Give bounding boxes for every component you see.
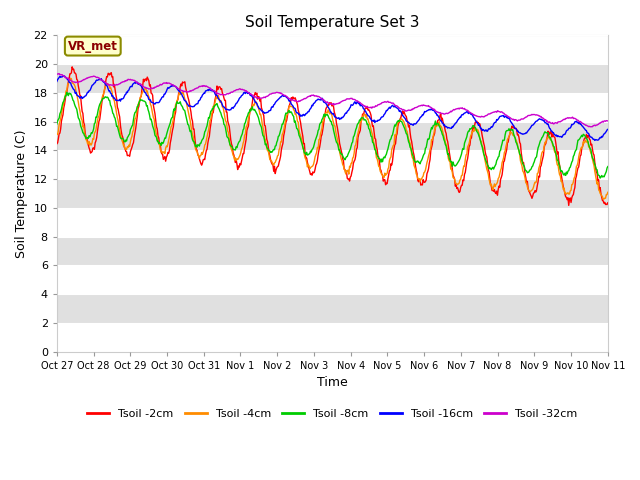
Line: Tsoil -32cm: Tsoil -32cm — [57, 73, 608, 127]
Bar — [57, 36, 608, 64]
Tsoil -32cm — [120, 79, 128, 84]
Tsoil -8cm — [177, 99, 184, 105]
Bar — [57, 208, 608, 237]
Tsoil -8cm — [400, 124, 408, 130]
Tsoil -32cm — [604, 118, 612, 124]
Tsoil -2cm — [177, 84, 184, 90]
Tsoil -8cm — [205, 115, 213, 121]
Tsoil -16cm — [205, 86, 213, 92]
Line: Tsoil -2cm: Tsoil -2cm — [57, 67, 608, 205]
Tsoil -2cm — [68, 64, 76, 70]
Tsoil -16cm — [53, 79, 61, 84]
Tsoil -2cm — [120, 144, 128, 150]
Tsoil -32cm — [416, 103, 424, 109]
Tsoil -16cm — [400, 114, 408, 120]
Tsoil -4cm — [416, 179, 424, 184]
Title: Soil Temperature Set 3: Soil Temperature Set 3 — [245, 15, 420, 30]
Bar — [57, 179, 608, 208]
Tsoil -4cm — [177, 92, 184, 97]
Y-axis label: Soil Temperature (C): Soil Temperature (C) — [15, 129, 28, 258]
Tsoil -4cm — [600, 196, 607, 202]
Tsoil -32cm — [177, 87, 184, 93]
Tsoil -2cm — [205, 133, 213, 139]
Tsoil -32cm — [205, 85, 213, 91]
Line: Tsoil -4cm: Tsoil -4cm — [57, 78, 608, 199]
Bar — [57, 323, 608, 351]
Tsoil -2cm — [565, 203, 573, 208]
Tsoil -32cm — [55, 71, 63, 76]
X-axis label: Time: Time — [317, 376, 348, 389]
Tsoil -8cm — [120, 139, 128, 144]
Tsoil -4cm — [67, 75, 74, 81]
Tsoil -2cm — [604, 200, 612, 205]
Tsoil -2cm — [416, 178, 424, 183]
Tsoil -4cm — [53, 132, 61, 137]
Tsoil -32cm — [64, 76, 72, 82]
Tsoil -4cm — [205, 122, 213, 128]
Bar — [57, 121, 608, 150]
Tsoil -16cm — [604, 127, 612, 132]
Tsoil -16cm — [416, 115, 424, 120]
Tsoil -8cm — [604, 164, 612, 169]
Tsoil -8cm — [416, 161, 424, 167]
Tsoil -4cm — [120, 142, 128, 148]
Line: Tsoil -8cm: Tsoil -8cm — [57, 93, 608, 178]
Tsoil -16cm — [177, 89, 184, 95]
Bar — [57, 93, 608, 121]
Tsoil -8cm — [64, 91, 72, 96]
Line: Tsoil -16cm: Tsoil -16cm — [57, 76, 608, 141]
Tsoil -16cm — [61, 73, 68, 79]
Bar — [57, 265, 608, 294]
Tsoil -4cm — [604, 190, 612, 195]
Bar — [57, 150, 608, 179]
Tsoil -2cm — [400, 108, 408, 114]
Tsoil -32cm — [400, 107, 408, 113]
Tsoil -32cm — [53, 71, 61, 77]
Bar — [57, 294, 608, 323]
Tsoil -16cm — [591, 138, 598, 144]
Tsoil -4cm — [63, 88, 70, 94]
Tsoil -32cm — [586, 124, 594, 130]
Tsoil -2cm — [63, 89, 70, 95]
Tsoil -2cm — [53, 141, 61, 147]
Bar — [57, 64, 608, 93]
Tsoil -8cm — [63, 90, 70, 96]
Tsoil -8cm — [596, 175, 604, 181]
Tsoil -4cm — [400, 119, 408, 125]
Tsoil -16cm — [120, 94, 128, 99]
Tsoil -8cm — [53, 121, 61, 127]
Tsoil -16cm — [64, 77, 72, 83]
Legend: Tsoil -2cm, Tsoil -4cm, Tsoil -8cm, Tsoil -16cm, Tsoil -32cm: Tsoil -2cm, Tsoil -4cm, Tsoil -8cm, Tsoi… — [83, 405, 582, 423]
Bar — [57, 237, 608, 265]
Text: VR_met: VR_met — [68, 39, 118, 53]
